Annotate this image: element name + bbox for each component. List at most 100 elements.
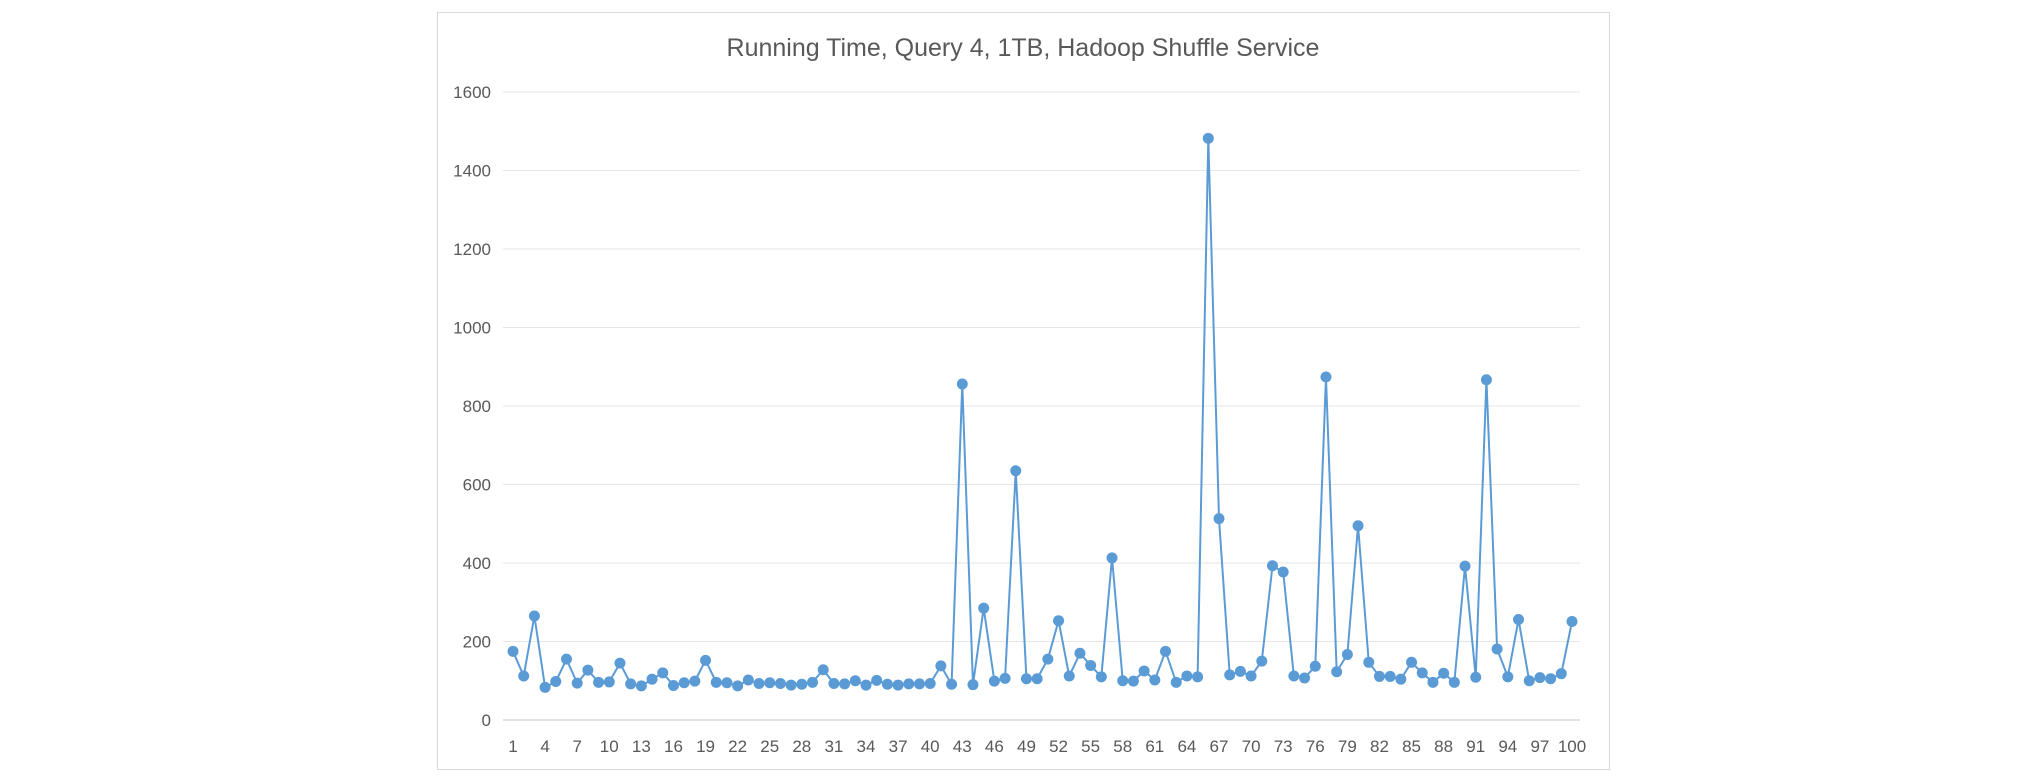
data-point <box>646 673 658 685</box>
x-tick-label: 58 <box>1113 737 1132 756</box>
x-tick-label: 31 <box>824 737 843 756</box>
data-point <box>1031 673 1043 685</box>
data-point <box>1373 670 1385 682</box>
data-point <box>999 672 1011 684</box>
x-tick-label: 37 <box>889 737 908 756</box>
data-point <box>1277 566 1289 578</box>
data-point <box>839 678 851 690</box>
data-point <box>1502 671 1514 683</box>
x-tick-label: 7 <box>572 737 581 756</box>
x-tick-label: 13 <box>632 737 651 756</box>
y-tick-label: 1000 <box>453 319 491 338</box>
data-point <box>1534 672 1546 684</box>
x-tick-label: 25 <box>760 737 779 756</box>
data-point <box>871 674 883 686</box>
data-point <box>625 678 637 690</box>
data-point <box>1213 513 1225 525</box>
x-tick-label: 52 <box>1049 737 1068 756</box>
x-tick-label: 85 <box>1402 737 1421 756</box>
data-point <box>1085 659 1097 671</box>
data-point <box>946 678 958 690</box>
data-point <box>582 664 594 676</box>
x-tick-label: 79 <box>1338 737 1357 756</box>
data-point <box>1341 648 1353 660</box>
data-point <box>913 678 925 690</box>
data-point <box>657 667 669 679</box>
y-tick-label: 200 <box>463 633 491 652</box>
data-point <box>560 653 572 665</box>
data-point <box>1106 552 1118 564</box>
data-point <box>1470 671 1482 683</box>
data-point <box>1513 614 1525 626</box>
x-tick-label: 19 <box>696 737 715 756</box>
y-tick-label: 800 <box>463 397 491 416</box>
data-point <box>1438 667 1450 679</box>
data-point <box>667 679 679 691</box>
data-point <box>1448 676 1460 688</box>
x-tick-label: 88 <box>1434 737 1453 756</box>
data-point <box>807 676 819 688</box>
data-point <box>1416 667 1428 679</box>
x-tick-label: 16 <box>664 737 683 756</box>
data-point <box>732 680 744 692</box>
data-point <box>603 676 615 688</box>
data-point <box>785 679 797 691</box>
data-point <box>1523 675 1535 687</box>
data-point <box>1192 671 1204 683</box>
data-point <box>1053 615 1065 627</box>
data-point <box>1020 673 1032 685</box>
data-point <box>1256 655 1268 667</box>
x-tick-label: 10 <box>600 737 619 756</box>
x-axis-ticks: 1 4 7 10 13 16 19 22 25 28 31 34 37 40 43 46 49 52 55 58 61 6… <box>508 737 1586 756</box>
data-point <box>817 664 829 676</box>
gridlines <box>503 91 1580 721</box>
data-point <box>507 645 519 657</box>
data-point <box>978 602 990 614</box>
data-point <box>1480 374 1492 386</box>
x-tick-label: 46 <box>985 737 1004 756</box>
x-tick-label: 28 <box>792 737 811 756</box>
data-point <box>539 681 551 693</box>
x-tick-label: 100 <box>1558 737 1586 756</box>
x-tick-label: 22 <box>728 737 747 756</box>
x-tick-label: 82 <box>1370 737 1389 756</box>
data-point <box>1095 671 1107 683</box>
data-point <box>774 677 786 689</box>
x-tick-label: 73 <box>1274 737 1293 756</box>
data-point <box>828 677 840 689</box>
data-point <box>1427 676 1439 688</box>
data-point <box>1170 676 1182 688</box>
data-point <box>635 680 647 692</box>
data-point <box>1555 668 1567 680</box>
data-point <box>1288 670 1300 682</box>
data-point <box>721 677 733 689</box>
y-tick-label: 1600 <box>453 83 491 102</box>
data-point <box>1234 665 1246 677</box>
data-point <box>860 679 872 691</box>
data-point <box>1395 673 1407 685</box>
data-point <box>1127 675 1139 687</box>
data-point <box>528 610 540 622</box>
data-point <box>689 675 701 687</box>
data-point <box>1010 465 1022 477</box>
y-tick-label: 1400 <box>453 162 491 181</box>
x-tick-label: 43 <box>953 737 972 756</box>
data-point <box>1491 643 1503 655</box>
data-point <box>1245 670 1257 682</box>
x-tick-label: 34 <box>857 737 876 756</box>
data-point <box>1160 645 1172 657</box>
chart-title: Running Time, Query 4, 1TB, Hadoop Shuff… <box>727 34 1320 62</box>
series-line <box>512 137 1573 689</box>
data-point <box>956 378 968 390</box>
chart-frame <box>437 12 1610 770</box>
x-tick-label: 64 <box>1177 737 1196 756</box>
data-point <box>742 674 754 686</box>
data-point <box>1363 656 1375 668</box>
data-point <box>988 675 1000 687</box>
data-point <box>849 675 861 687</box>
data-point <box>796 678 808 690</box>
data-point <box>1202 132 1214 144</box>
data-point <box>1117 675 1129 687</box>
data-point <box>881 678 893 690</box>
x-tick-label: 49 <box>1017 737 1036 756</box>
